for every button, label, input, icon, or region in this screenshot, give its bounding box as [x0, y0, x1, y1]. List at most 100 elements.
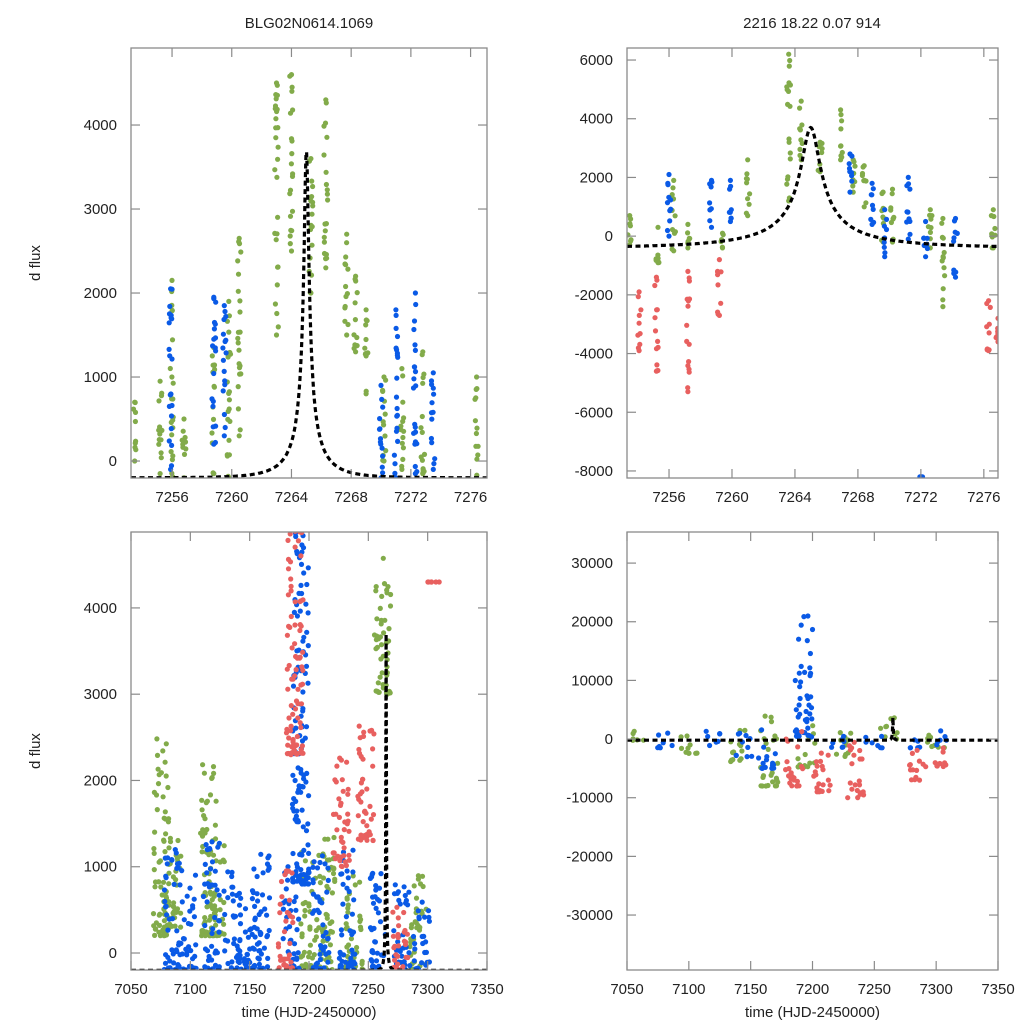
data-point: [217, 859, 223, 865]
data-point: [211, 441, 217, 447]
data-point: [345, 811, 351, 817]
data-point: [338, 854, 344, 860]
data-point: [796, 702, 802, 708]
data-point: [678, 734, 684, 740]
data-point: [796, 670, 802, 676]
data-point: [288, 583, 294, 590]
data-point: [324, 134, 330, 140]
data-point: [795, 714, 801, 720]
series-red: [635, 257, 998, 395]
data-point: [796, 636, 802, 642]
data-point: [848, 170, 855, 176]
data-point: [220, 388, 226, 394]
data-point: [672, 229, 679, 235]
data-point: [808, 705, 815, 711]
data-point: [412, 919, 418, 925]
data-point: [655, 344, 661, 350]
data-point: [299, 664, 305, 670]
data-point: [174, 855, 180, 862]
data-point: [358, 916, 364, 923]
data-point: [178, 924, 184, 930]
data-point: [165, 855, 171, 861]
data-point: [285, 877, 291, 883]
data-point: [342, 318, 348, 324]
x-tick-label: 7264: [778, 489, 811, 506]
y-tick-label: -30000: [566, 907, 613, 924]
data-point: [381, 630, 387, 636]
y-tick-label: 3000: [84, 201, 117, 218]
data-point: [202, 861, 208, 868]
data-point: [419, 429, 425, 435]
data-point: [986, 348, 992, 354]
data-point: [808, 694, 814, 700]
data-point: [414, 441, 420, 447]
data-point: [883, 226, 890, 233]
data-point: [351, 897, 357, 903]
data-point: [415, 876, 421, 882]
data-point: [411, 958, 417, 964]
data-point: [258, 851, 264, 857]
data-point: [378, 642, 385, 648]
y-tick-label: -8000: [575, 463, 613, 480]
data-point: [294, 742, 300, 748]
data-point: [272, 103, 279, 109]
data-point: [152, 884, 158, 890]
data-point: [299, 532, 305, 536]
data-point: [207, 890, 213, 896]
data-point: [283, 886, 289, 892]
data-point: [167, 921, 173, 927]
data-point: [429, 400, 435, 406]
data-point: [162, 759, 168, 765]
data-point: [358, 753, 364, 760]
data-point: [301, 634, 307, 640]
data-point: [353, 349, 359, 355]
data-point: [390, 909, 396, 915]
data-point: [686, 359, 692, 365]
data-point: [169, 396, 175, 402]
data-point: [306, 866, 312, 872]
data-point: [346, 857, 352, 863]
data-point: [380, 470, 386, 476]
data-point: [378, 871, 384, 877]
data-point: [818, 750, 824, 756]
data-point: [223, 337, 229, 343]
data-point: [861, 163, 867, 169]
data-point: [188, 921, 194, 927]
data-point: [325, 959, 331, 965]
data-point: [169, 432, 175, 438]
data-point: [745, 213, 751, 219]
data-point: [300, 689, 306, 695]
data-point: [275, 125, 281, 131]
y-tick-label: 4000: [580, 111, 613, 128]
data-point: [155, 879, 162, 885]
data-point: [820, 782, 826, 788]
data-point: [798, 98, 804, 104]
data-point: [223, 350, 229, 356]
data-point: [288, 613, 294, 620]
data-point: [907, 762, 913, 768]
data-point: [423, 939, 429, 945]
data-point: [358, 926, 364, 933]
data-point: [225, 895, 231, 901]
data-point: [802, 751, 808, 758]
data-point: [797, 146, 803, 152]
data-point: [849, 761, 855, 767]
data-point: [768, 772, 774, 778]
data-point: [394, 347, 400, 353]
data-point: [345, 818, 351, 824]
data-point: [211, 362, 217, 368]
data-point: [345, 266, 351, 272]
data-point: [357, 879, 363, 885]
data-point: [285, 742, 291, 748]
data-point: [907, 186, 913, 192]
data-point: [300, 824, 306, 830]
data-point: [292, 777, 298, 784]
data-point: [217, 907, 223, 913]
data-point: [290, 850, 296, 857]
data-point: [715, 268, 721, 274]
data-point: [273, 135, 279, 141]
series-red: [783, 729, 949, 801]
data-point: [678, 745, 685, 752]
data-point: [737, 730, 743, 736]
data-point: [221, 921, 227, 927]
